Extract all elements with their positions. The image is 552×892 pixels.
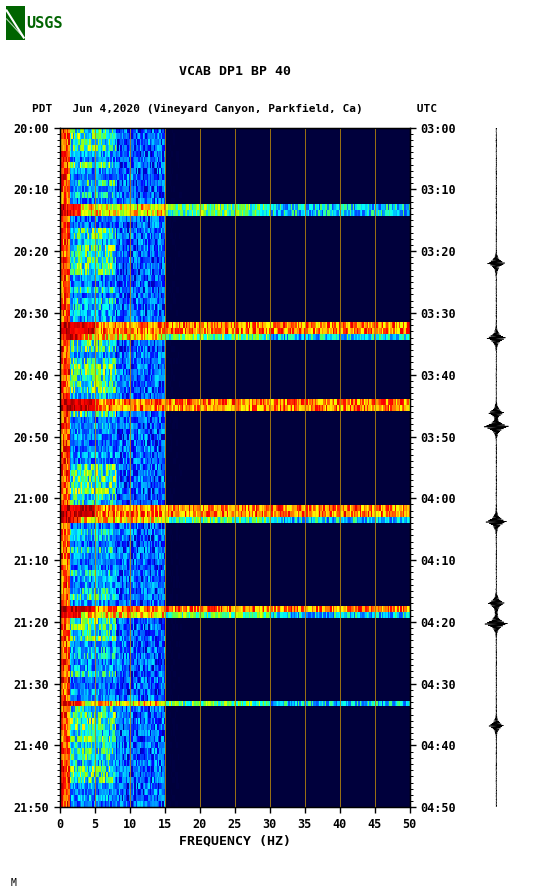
Text: USGS: USGS (26, 16, 63, 30)
Text: VCAB DP1 BP 40: VCAB DP1 BP 40 (179, 65, 290, 78)
Text: PDT   Jun 4,2020 (Vineyard Canyon, Parkfield, Ca)        UTC: PDT Jun 4,2020 (Vineyard Canyon, Parkfie… (32, 104, 437, 114)
Text: M: M (11, 878, 17, 888)
X-axis label: FREQUENCY (HZ): FREQUENCY (HZ) (179, 835, 290, 847)
FancyBboxPatch shape (6, 6, 25, 40)
